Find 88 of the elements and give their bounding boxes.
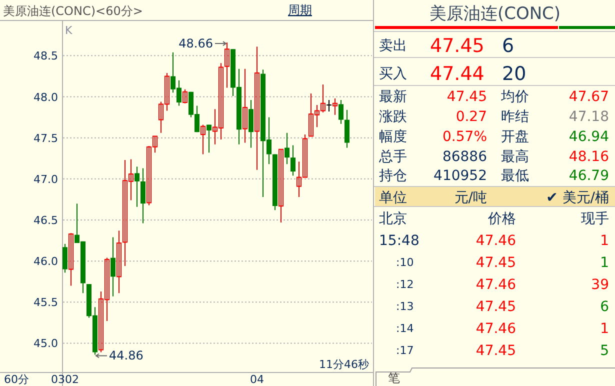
text: :13: [396, 300, 414, 313]
text: 15:48: [379, 233, 420, 249]
candlestick: [116, 230, 122, 294]
text: 20: [502, 63, 526, 85]
text: 47.45: [476, 255, 516, 271]
text: 47.44: [430, 63, 484, 85]
candlestick: [62, 243, 68, 274]
text: 卖出: [379, 38, 407, 54]
y-tick-label: 47.0: [34, 172, 58, 186]
text: 1: [600, 321, 609, 337]
y-tick-label: 48.0: [34, 90, 58, 104]
text: 最新: [379, 89, 407, 105]
y-tick-label: 45.5: [34, 296, 58, 310]
text: 47.67: [568, 89, 609, 105]
text: :17: [396, 344, 414, 357]
text: 0.27: [456, 109, 487, 125]
candlestick: [332, 98, 338, 116]
candlestick: [248, 100, 254, 148]
candlestick: [338, 100, 344, 124]
text: 现手: [581, 211, 609, 227]
candlestick: [68, 232, 74, 286]
text: 价格: [487, 211, 516, 227]
y-tick-label: 46.0: [34, 255, 58, 268]
text: 86886: [442, 149, 488, 165]
candlestick: [344, 109, 350, 148]
text: 39: [591, 277, 609, 293]
text: :10: [396, 256, 414, 269]
text: 46.94: [568, 129, 610, 145]
annotation: 48.66: [178, 36, 213, 51]
candlestick: [200, 124, 206, 155]
text: 5: [600, 343, 609, 359]
y-tick-label: 48.5: [34, 50, 58, 63]
candlestick: [140, 168, 146, 224]
text: 单位: [379, 190, 407, 206]
text: 总手: [378, 149, 407, 165]
candlestick: [278, 148, 284, 223]
text: 最低: [501, 168, 529, 184]
candlestick: [134, 166, 140, 208]
text: :12: [396, 278, 414, 291]
text: 昨结: [501, 109, 529, 125]
text: 47.45: [476, 299, 516, 315]
text: 0.57%: [442, 129, 487, 145]
text: 6: [600, 299, 610, 315]
x-tick-label: 04: [250, 373, 264, 386]
candlestick: [242, 68, 248, 144]
y-tick-label: 46.5: [34, 214, 58, 228]
annotation: K: [65, 24, 73, 37]
text: 开盘: [501, 129, 529, 145]
text: 47.45: [476, 343, 516, 359]
candlestick: [284, 132, 290, 165]
candlestick: [290, 144, 296, 176]
text: 最高: [501, 149, 529, 165]
text: 46.79: [568, 168, 609, 184]
text: 47.18: [568, 109, 609, 125]
x-tick-label: 0302: [51, 373, 79, 386]
text: 持仓: [379, 168, 407, 184]
text: 6: [502, 35, 514, 57]
text: 美原油连(CONC): [429, 4, 561, 24]
text: 410952: [434, 168, 487, 184]
candlestick: [254, 46, 260, 170]
text: 涨跌: [379, 109, 407, 125]
text: 均价: [500, 89, 529, 105]
candlestick: [110, 236, 116, 297]
text: 元/吨: [454, 190, 487, 206]
text: 47.45: [446, 89, 487, 105]
text: 47.46: [476, 321, 516, 337]
candlestick: [182, 88, 188, 104]
text: 北京: [379, 211, 407, 227]
text: 47.46: [476, 233, 516, 249]
text: 1: [600, 233, 609, 249]
text: :14: [396, 322, 414, 335]
candlestick: [326, 100, 332, 112]
text: 47.46: [476, 277, 516, 293]
annotation: 11分46秒: [319, 358, 369, 371]
text: 幅度: [379, 129, 407, 145]
text: 1: [600, 255, 609, 271]
text: 47.45: [430, 35, 484, 57]
text: ✔ 美元/桶: [546, 190, 609, 206]
y-tick-label: 47.5: [34, 132, 58, 145]
chart-title: 美原油连(CONC)<60分>: [3, 4, 143, 18]
text: 48.16: [568, 149, 610, 165]
annotation: 44.86: [109, 348, 144, 363]
y-tick-label: 45.0: [34, 337, 58, 350]
candlestick: [206, 124, 212, 154]
text: 周期: [288, 3, 312, 17]
text: 笔: [388, 371, 400, 385]
text: 买入: [379, 66, 407, 82]
text: 60分: [4, 373, 29, 386]
